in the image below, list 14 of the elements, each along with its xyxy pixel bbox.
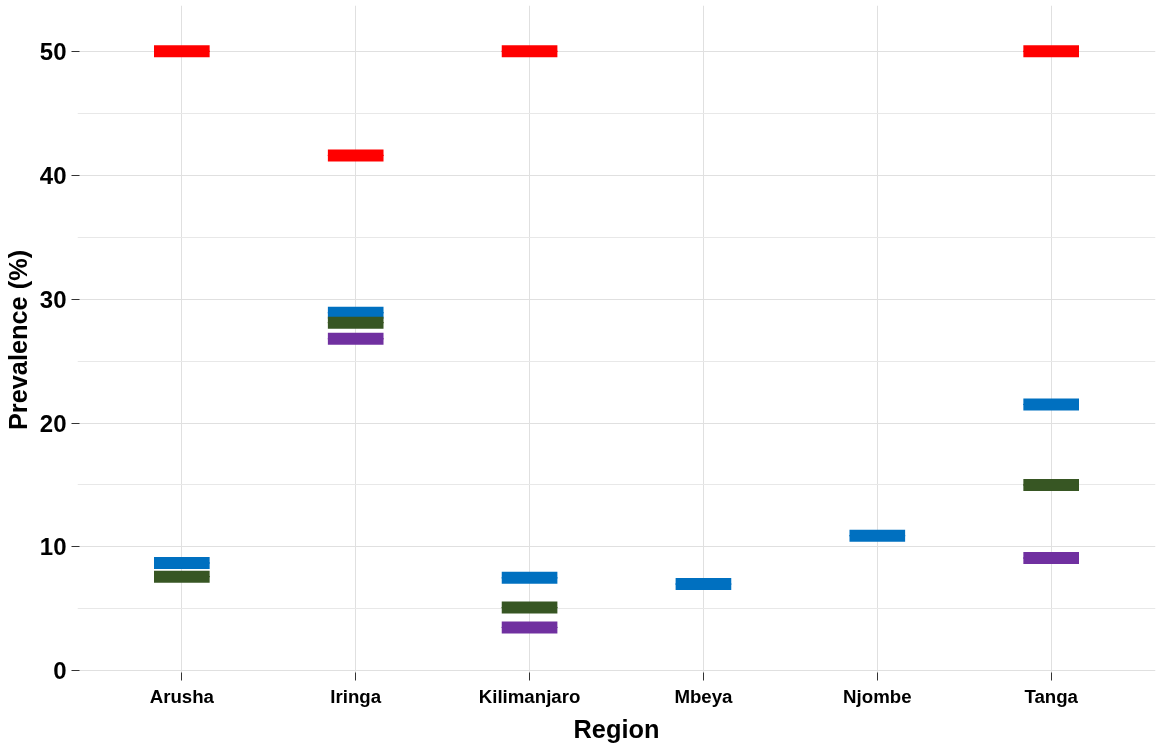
y-tick-label: 30	[39, 285, 67, 313]
y-tick-label: 20	[39, 409, 67, 437]
x-tick-label: Arusha	[149, 685, 215, 707]
x-tick-label: Iringa	[330, 685, 382, 707]
x-tick-label: Kilimanjaro	[478, 685, 581, 707]
x-tick-label: Mbeya	[674, 685, 734, 707]
y-axis-title: Prevalence (%)	[3, 249, 32, 431]
y-tick-label: 10	[39, 533, 67, 561]
x-tick-label: Tanga	[1024, 685, 1079, 707]
y-tick-label: 50	[39, 37, 67, 65]
y-tick-label: 40	[39, 161, 67, 189]
x-axis-title: Region	[573, 714, 660, 743]
x-tick-label: Njombe	[843, 685, 912, 707]
y-tick-label: 0	[53, 657, 67, 685]
